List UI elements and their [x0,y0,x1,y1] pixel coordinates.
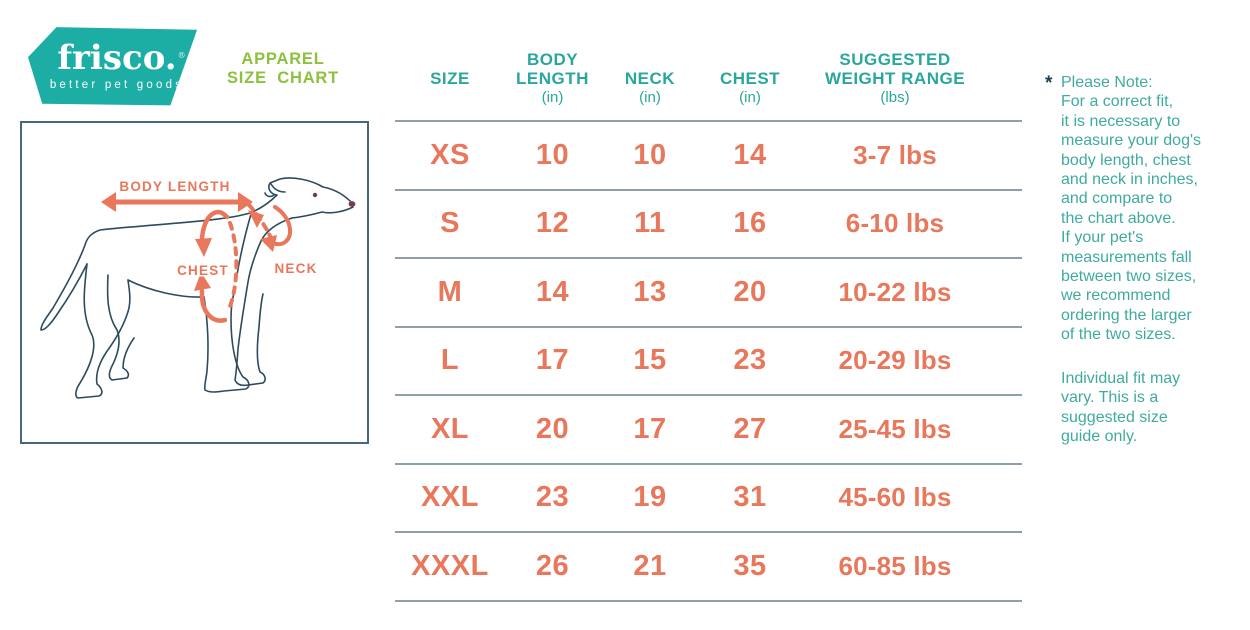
frisco-logo: frisco. ® better pet goods [28,27,198,106]
neck-value: 10 [633,138,667,171]
body-length-value: 14 [535,275,570,308]
arrow-left-icon [260,235,277,252]
page-title-line1: APPAREL [241,50,325,68]
table-row-xxl: XXL 23 19 31 45-60 lbs [395,465,1022,533]
chest-value: 20 [733,275,767,308]
size-value: XXL [421,481,479,514]
chest-value: 14 [733,138,767,171]
body-length-value: 17 [535,344,570,377]
weight-range-value: 45-60 lbs [838,482,952,513]
weight-range-value: 6-10 lbs [845,208,945,239]
page-title: APPAREL SIZE CHART [213,50,353,88]
column-header-chest: CHEST (in) [719,69,781,106]
note-secondary-text: Individual fit may vary. This is a sugge… [1061,369,1181,445]
arrow-down-icon [195,238,212,257]
dog-outline [40,177,355,399]
table-header-row: SIZE BODY LENGTH (in) NECK (in) CHEST (i… [395,45,1022,122]
logo-tagline: better pet goods [49,79,185,91]
page-title-line2: SIZE CHART [227,69,339,87]
neck-value: 19 [633,481,667,514]
body-length-label: BODY LENGTH [119,179,230,194]
registered-mark: ® [177,51,186,60]
size-value: XXXL [411,549,489,582]
size-value: L [440,344,460,377]
weight-range-value: 10-22 lbs [838,276,952,307]
chest-value: 31 [733,481,767,514]
neck-value: 11 [634,207,666,240]
neck-value: 13 [633,275,667,308]
size-value: S [440,207,460,240]
table-row-xs: XS 10 10 14 3-7 lbs [395,122,1022,191]
column-header-body-length: BODY LENGTH (in) [516,50,589,106]
column-header-weight-range: SUGGESTED WEIGHT RANGE (lbs) [824,50,966,106]
neck-annotation: NECK [247,203,318,278]
weight-range-value: 60-85 lbs [838,550,952,581]
table-row-xxxl: XXXL 26 21 35 60-85 lbs [395,533,1022,602]
dog-nose [348,201,356,207]
neck-value: 15 [633,344,667,377]
arrow-up-icon [194,272,211,291]
table-row-m: M 14 13 20 10-22 lbs [395,259,1022,328]
table-row-l: L 17 15 23 20-29 lbs [395,328,1022,396]
asterisk: * [1045,73,1053,94]
weight-range-value: 3-7 lbs [853,139,937,170]
body-length-value: 26 [535,549,570,582]
body-length-value: 20 [535,412,570,445]
size-value: XL [430,412,470,445]
table-row-xl: XL 20 17 27 25-45 lbs [395,396,1022,465]
neck-label: NECK [274,261,317,276]
neck-value: 21 [633,549,667,582]
logo-wordmark: frisco. ® [57,38,186,78]
weight-range-value: 25-45 lbs [838,413,952,444]
column-header-size: SIZE [430,69,470,88]
size-chart-table: SIZE BODY LENGTH (in) NECK (in) CHEST (i… [395,45,1022,602]
weight-range-value: 20-29 lbs [838,345,952,376]
column-header-neck: NECK (in) [624,69,676,106]
dog-eye [312,192,318,198]
table-row-s: S 12 11 16 6-10 lbs [395,191,1022,259]
dog-illustration: BODY LENGTH CHEST NECK [40,177,356,399]
dog-measurement-diagram: BODY LENGTH CHEST NECK [20,121,369,444]
chest-value: 23 [733,344,767,377]
chest-value: 35 [733,549,767,582]
size-value: M [437,275,463,308]
chest-label: CHEST [177,263,229,278]
note-panel: * Please Note: For a correct fit, it is … [1045,73,1246,446]
size-value: XS [430,138,470,171]
arrow-left-icon [101,192,116,212]
arrow-upleft-icon [248,210,264,228]
body-length-annotation: BODY LENGTH [101,178,253,212]
chest-value: 16 [733,207,767,240]
body-length-value: 10 [535,138,570,171]
chest-value: 27 [733,412,767,445]
note-primary-text: Please Note: For a correct fit, it is ne… [1061,74,1202,344]
arrow-right-icon [238,192,253,212]
chest-annotation: CHEST [176,209,239,323]
neck-value: 17 [633,412,667,445]
body-length-value: 12 [535,207,570,240]
body-length-value: 23 [535,481,570,514]
